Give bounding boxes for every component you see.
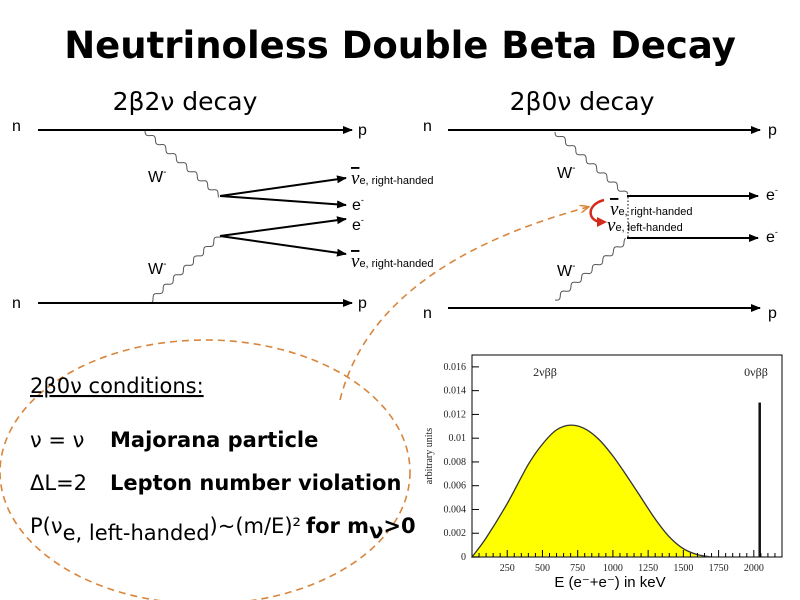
antineutrino-label: νe, right-handed bbox=[351, 251, 433, 272]
neutron-label: n bbox=[423, 118, 432, 135]
electron-label: e- bbox=[766, 185, 778, 204]
conditions-heading: 2β0ν conditions: bbox=[30, 374, 204, 398]
electron-label: e- bbox=[352, 215, 364, 234]
w-boson-line bbox=[144, 130, 220, 198]
x-tick-label: 750 bbox=[570, 563, 585, 574]
x-tick-label: 1000 bbox=[603, 563, 623, 574]
electron-label: e- bbox=[352, 195, 364, 214]
electron-line bbox=[219, 195, 347, 209]
condition-majorana-formula: ν = ν bbox=[30, 428, 84, 452]
x-axis-label: E (e⁻+e⁻) in keV bbox=[554, 574, 665, 591]
y-tick-label: 0.004 bbox=[444, 504, 467, 515]
y-tick-label: 0.008 bbox=[444, 457, 467, 468]
w-boson-line bbox=[554, 131, 629, 195]
proton-label: p bbox=[768, 122, 777, 139]
y-tick-label: 0.012 bbox=[444, 409, 467, 420]
x-tick-label: 1250 bbox=[638, 563, 658, 574]
neutron-label: n bbox=[12, 118, 21, 135]
w-boson-line bbox=[148, 236, 221, 304]
condition-majorana-text: Majorana particle bbox=[110, 428, 318, 452]
spectrum-2v-area bbox=[470, 424, 712, 558]
x-tick-label: 1500 bbox=[673, 563, 693, 574]
y-tick-label: 0.002 bbox=[444, 528, 467, 539]
y-tick-label: 0.014 bbox=[444, 386, 467, 397]
antineutrino-line bbox=[219, 175, 347, 197]
conditions-block: 2β0ν conditions: ν = ν Majorana particle… bbox=[30, 374, 416, 545]
x-tick-label: 500 bbox=[535, 563, 550, 574]
w-boson-label: W- bbox=[148, 259, 166, 278]
condition-lepton-text: Lepton number violation bbox=[110, 471, 401, 495]
condition-lepton-formula: ΔL=2 bbox=[30, 471, 87, 495]
spectrum-0v-peak bbox=[758, 402, 761, 557]
w-boson-line bbox=[554, 237, 626, 301]
antineutrino-line bbox=[219, 235, 347, 257]
antineutrino-label: νe, right-handed bbox=[351, 168, 433, 189]
helicity-flip-arrow-icon bbox=[589, 198, 607, 227]
neutron-label: n bbox=[12, 295, 21, 312]
w-boson-label: W- bbox=[557, 261, 575, 280]
proton-label: p bbox=[358, 122, 367, 139]
x-tick-label: 2000 bbox=[744, 563, 764, 574]
x-tick-label: 250 bbox=[500, 563, 515, 574]
proton-label: p bbox=[358, 295, 367, 312]
y-tick-label: 0.006 bbox=[444, 481, 467, 492]
neutron-label: n bbox=[423, 305, 432, 322]
dashed-connector-arrow bbox=[339, 207, 588, 401]
y-axis-label: arbitrary units bbox=[424, 428, 435, 484]
right-feynman-diagram: 2β0ν decay n p W- e- e- νe, right-handed… bbox=[423, 87, 778, 322]
y-tick-label: 0 bbox=[461, 552, 466, 563]
conditions-outline bbox=[0, 339, 411, 600]
slide-title: Neutrinoless Double Beta Decay bbox=[64, 24, 736, 67]
left-feynman-diagram: 2β2ν decay n p W- νe, right-handed e- e-… bbox=[12, 87, 433, 312]
w-boson-label: W- bbox=[557, 163, 575, 182]
left-heading: 2β2ν decay bbox=[113, 87, 258, 116]
annotation-0v: 0νββ bbox=[744, 365, 768, 379]
right-heading: 2β0ν decay bbox=[510, 87, 655, 116]
energy-spectrum-chart: 250 500 750 1000 1250 1500 1750 2000 0 0.002 0.004… bbox=[424, 354, 783, 591]
x-tick-label: 1750 bbox=[709, 563, 729, 574]
electron-line bbox=[219, 216, 347, 237]
y-tick-label: 0.01 bbox=[449, 433, 467, 444]
neutrino-left-label: νe, left-handed bbox=[607, 215, 683, 236]
w-boson-label: W- bbox=[148, 167, 166, 186]
antineutrino-right-label: νe, right-handed bbox=[610, 199, 692, 220]
electron-label: e- bbox=[766, 227, 778, 246]
condition-probability: P(νe, left-handed)~(m/E)² for mν>0 bbox=[30, 514, 416, 545]
proton-label: p bbox=[768, 305, 777, 322]
y-tick-label: 0.016 bbox=[444, 362, 467, 373]
annotation-2v: 2νββ bbox=[533, 365, 557, 379]
